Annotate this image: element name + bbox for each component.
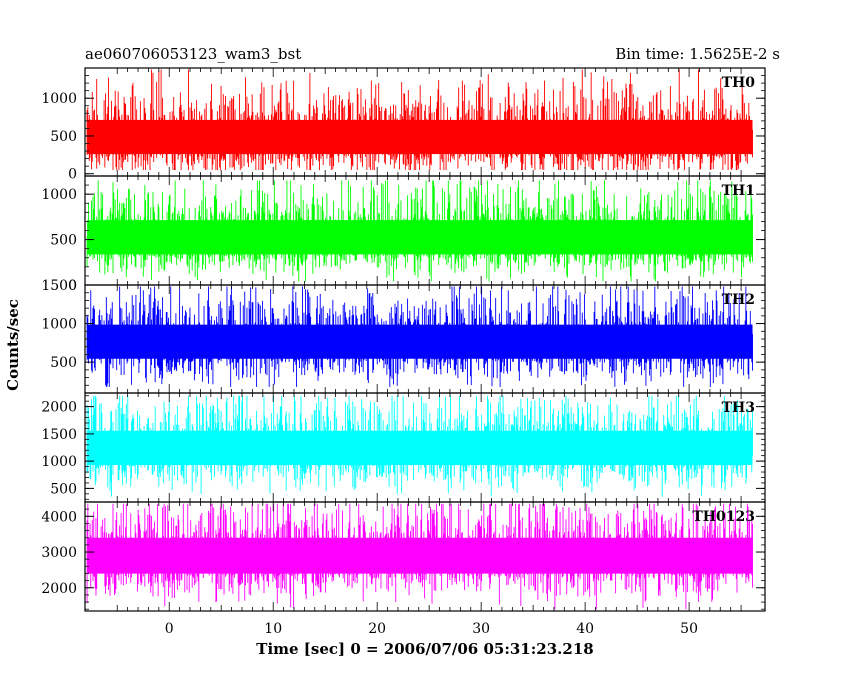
x-tick-label: 20: [368, 621, 386, 637]
y-tick-label: 1000: [41, 317, 77, 333]
y-tick-label: 1000: [41, 454, 77, 470]
x-tick-label: 30: [472, 621, 490, 637]
y-tick-label: 2000: [41, 581, 77, 597]
panel-th0123: 2000 3000 4000 TH0123: [41, 501, 766, 612]
panel-th3: 500 1000 1500 2000 TH3: [41, 392, 766, 503]
y-tick-label: 2000: [41, 400, 77, 416]
series-th0-core: [87, 119, 753, 155]
y-tick-label: 4000: [41, 509, 77, 525]
y-tick-label: 500: [50, 355, 77, 371]
panel-label-th2: TH2: [722, 292, 755, 308]
y-tick-label: 500: [50, 129, 77, 145]
chart-title: ae060706053123_wam3_bst: [85, 45, 301, 63]
y-tick-label: 1500: [41, 278, 77, 294]
panel-label-th0: TH0: [722, 75, 756, 91]
series-th2-core: [87, 324, 753, 359]
y-tick-label: 1000: [41, 91, 77, 107]
series-th0123-core: [87, 537, 753, 574]
y-tick-label: 3000: [41, 545, 77, 561]
panel-th0: 0 500 1000 TH0: [41, 67, 766, 183]
panel-label-th1: TH1: [722, 183, 755, 199]
y-tick-label: 500: [50, 481, 77, 497]
y-axis-label: Counts/sec: [4, 299, 22, 391]
x-tick-label: 50: [680, 621, 698, 637]
series-th3-core: [87, 430, 753, 466]
panel-th2: 500 1000 1500 TH2: [41, 278, 766, 394]
y-tick-label: 0: [68, 167, 77, 183]
panel-label-th3: TH3: [722, 400, 755, 416]
x-tick-label: 40: [576, 621, 594, 637]
y-tick-label: 500: [50, 233, 77, 249]
panel-frame: [84, 501, 766, 612]
panel-label-th0123: TH0123: [692, 509, 755, 525]
x-tick-label: 0: [165, 621, 174, 637]
y-tick-label: 0: [68, 278, 77, 294]
x-tick-label: 10: [264, 621, 282, 637]
series-th1-core: [87, 220, 753, 255]
bin-time-label: Bin time: 1.5625E-2 s: [615, 45, 780, 63]
y-tick-label: 1500: [41, 427, 77, 443]
series-th0-trace: [86, 69, 753, 170]
x-axis-label: Time [sec] 0 = 2006/07/06 05:31:23.218: [256, 640, 593, 658]
y-tick-label: 1000: [41, 187, 77, 203]
panel-th1: 0 500 1000 TH1: [41, 175, 766, 294]
